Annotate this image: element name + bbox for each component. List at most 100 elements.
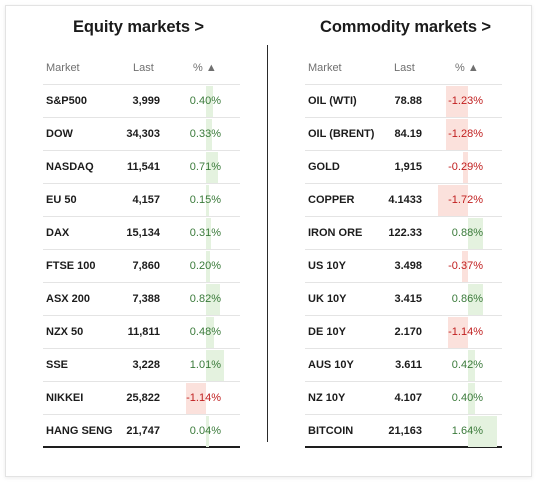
negative-change-bar xyxy=(445,119,468,150)
equity-markets-link[interactable]: Equity markets > xyxy=(73,18,204,36)
positive-change-bar xyxy=(468,416,497,447)
market-name: S&P500 xyxy=(46,95,87,107)
last-price: 3.611 xyxy=(395,359,422,371)
percent-change: 0.88% xyxy=(451,227,483,239)
market-name: NASDAQ xyxy=(46,161,94,173)
market-name: GOLD xyxy=(308,161,340,173)
table-row[interactable]: NASDAQ 11,541 0.71% xyxy=(43,151,240,184)
last-price: 1,915 xyxy=(394,161,422,173)
market-name: US 10Y xyxy=(308,260,346,272)
table-row[interactable]: S&P500 3,999 0.40% xyxy=(43,85,240,118)
positive-change-bar xyxy=(206,251,210,282)
markets-widget: Equity markets > Market Last % ▲ S&P500 3… xyxy=(5,5,532,477)
positive-change-bar xyxy=(206,185,209,216)
table-row[interactable]: ASX 200 7,388 0.82% xyxy=(43,283,240,316)
percent-change: 0.40% xyxy=(451,392,483,404)
table-row[interactable]: DE 10Y 2.170 -1.14% xyxy=(305,316,502,349)
table-row[interactable]: AUS 10Y 3.611 0.42% xyxy=(305,349,502,382)
commodity-table-body: OIL (WTI) 78.88 -1.23% OIL (BRENT) 84.19 -1.2… xyxy=(305,85,502,448)
table-row[interactable]: SSE 3,228 1.01% xyxy=(43,349,240,382)
market-name: DE 10Y xyxy=(308,326,346,338)
positive-change-bar xyxy=(206,416,209,447)
positive-change-bar xyxy=(206,317,215,348)
percent-sort-header[interactable]: % ▲ xyxy=(455,62,479,74)
market-name: BITCOIN xyxy=(308,425,354,437)
positive-change-bar xyxy=(468,383,475,414)
table-row[interactable]: UK 10Y 3.415 0.86% xyxy=(305,283,502,316)
last-price: 2.170 xyxy=(394,326,422,338)
percent-change: -0.37% xyxy=(448,260,483,272)
market-name: DAX xyxy=(46,227,70,239)
percent-change: -0.29% xyxy=(448,161,483,173)
last-price: 3.415 xyxy=(394,293,422,305)
market-name: FTSE 100 xyxy=(46,260,96,272)
table-row[interactable]: DOW 34,303 0.33% xyxy=(43,118,240,151)
market-column-header: Market xyxy=(308,62,342,74)
last-price: 122.33 xyxy=(388,227,422,239)
table-row[interactable]: DAX 15,134 0.31% xyxy=(43,217,240,250)
table-row[interactable]: BITCOIN 21,163 1.64% xyxy=(305,415,502,448)
last-price: 3.498 xyxy=(394,260,422,272)
positive-change-bar xyxy=(206,152,219,183)
negative-change-bar xyxy=(437,185,468,216)
percent-change: -1.14% xyxy=(186,392,221,404)
table-row[interactable]: HANG SENG 21,747 0.04% xyxy=(43,415,240,448)
positive-change-bar xyxy=(468,218,484,249)
positive-change-bar xyxy=(206,86,213,117)
positive-change-bar xyxy=(206,119,212,150)
table-row[interactable]: US 10Y 3.498 -0.37% xyxy=(305,250,502,283)
market-name: SSE xyxy=(46,359,69,371)
negative-change-bar xyxy=(186,383,206,414)
last-price: 4.1433 xyxy=(388,194,422,206)
table-row[interactable]: GOLD 1,915 -0.29% xyxy=(305,151,502,184)
table-row[interactable]: NZ 10Y 4.107 0.40% xyxy=(305,382,502,415)
market-name: COPPER xyxy=(308,194,355,206)
market-name: HANG SENG xyxy=(46,425,113,437)
market-name: AUS 10Y xyxy=(308,359,354,371)
negative-change-bar xyxy=(462,152,468,183)
last-price: 21,747 xyxy=(126,425,160,437)
table-row[interactable]: EU 50 4,157 0.15% xyxy=(43,184,240,217)
percent-change: 0.42% xyxy=(451,359,483,371)
last-price: 25,822 xyxy=(126,392,160,404)
market-name: NZ 10Y xyxy=(308,392,346,404)
percent-change: 0.15% xyxy=(189,194,221,206)
table-row[interactable]: IRON ORE 122.33 0.88% xyxy=(305,217,502,250)
negative-change-bar xyxy=(461,251,468,282)
table-row[interactable]: OIL (WTI) 78.88 -1.23% xyxy=(305,85,502,118)
table-row[interactable]: NIKKEI 25,822 -1.14% xyxy=(43,382,240,415)
negative-change-bar xyxy=(448,317,468,348)
percent-change: 0.33% xyxy=(189,128,221,140)
percent-change: 1.64% xyxy=(451,425,483,437)
last-price: 78.88 xyxy=(394,95,422,107)
market-name: EU 50 xyxy=(46,194,77,206)
last-price: 15,134 xyxy=(126,227,160,239)
table-row[interactable]: OIL (BRENT) 84.19 -1.28% xyxy=(305,118,502,151)
percent-change: -1.14% xyxy=(448,326,483,338)
last-price: 3,228 xyxy=(132,359,160,371)
positive-change-bar xyxy=(468,350,476,381)
percent-change: 0.82% xyxy=(189,293,221,305)
equity-table-body: S&P500 3,999 0.40% DOW 34,303 0.33% NASDAQ 11,5… xyxy=(43,85,240,448)
last-column-header: Last xyxy=(394,62,415,74)
table-row[interactable]: FTSE 100 7,860 0.20% xyxy=(43,250,240,283)
market-column-header: Market xyxy=(46,62,80,74)
market-name: UK 10Y xyxy=(308,293,347,305)
positive-change-bar xyxy=(468,284,484,315)
last-price: 11,541 xyxy=(126,161,160,173)
percent-change: 0.48% xyxy=(189,326,221,338)
commodity-markets-link[interactable]: Commodity markets > xyxy=(320,18,491,36)
percent-change: 0.20% xyxy=(189,260,221,272)
commodity-table-header: Market Last % ▲ xyxy=(305,52,502,85)
percent-change: 1.01% xyxy=(189,359,221,371)
market-name: OIL (WTI) xyxy=(308,95,357,107)
percent-change: 0.04% xyxy=(189,425,221,437)
positive-change-bar xyxy=(206,218,212,249)
market-name: NZX 50 xyxy=(46,326,84,338)
last-price: 84.19 xyxy=(394,128,422,140)
last-price: 3,999 xyxy=(132,95,160,107)
percent-sort-header[interactable]: % ▲ xyxy=(193,62,217,74)
table-row[interactable]: COPPER 4.1433 -1.72% xyxy=(305,184,502,217)
last-price: 4.107 xyxy=(394,392,422,404)
table-row[interactable]: NZX 50 11,811 0.48% xyxy=(43,316,240,349)
